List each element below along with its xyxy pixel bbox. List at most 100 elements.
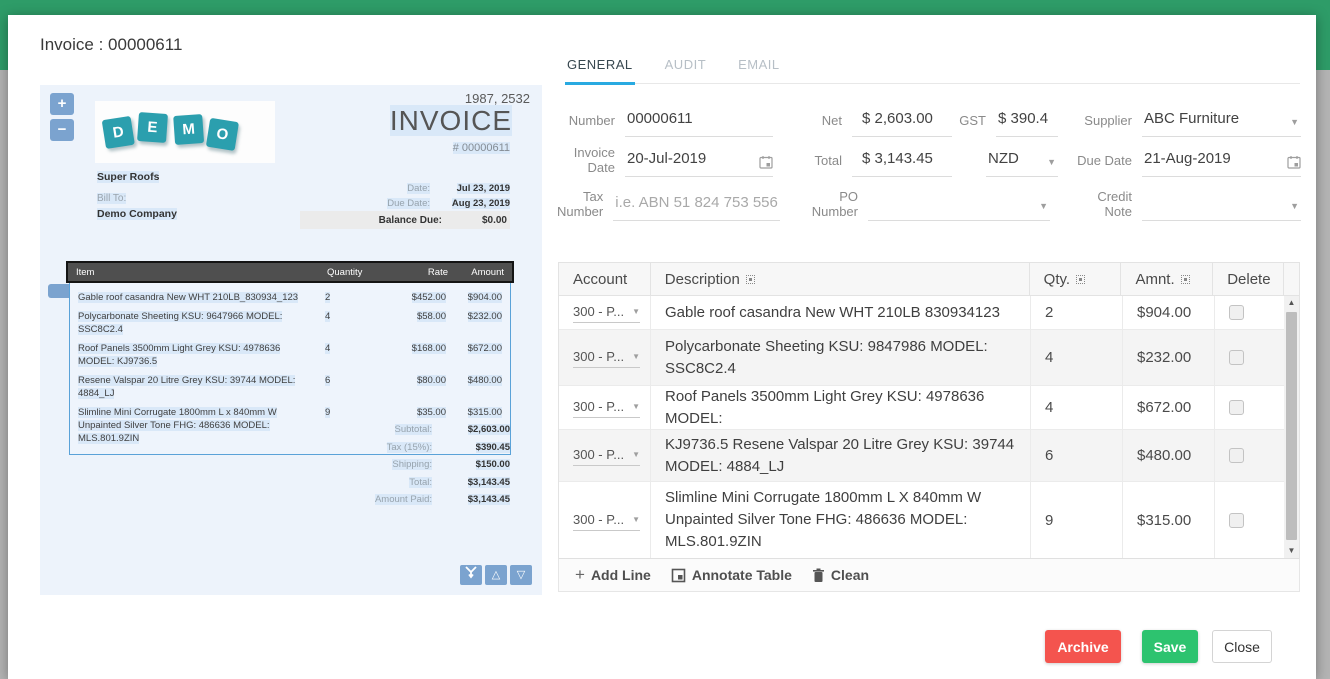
tax-number-label: Tax Number [557,189,604,219]
annotate-column-icon[interactable] [1076,274,1086,284]
description-cell[interactable]: Roof Panels 3500mm Light Grey KSU: 49786… [651,386,1031,429]
credit-note-select[interactable]: ▼ [1142,187,1301,221]
description-cell[interactable]: Slimline Mini Corrugate 1800mm L X 840mm… [651,482,1031,558]
page-title: Invoice : 00000611 [40,35,183,54]
account-select[interactable]: 300 - P... ▼ [573,397,640,418]
invoice-preview: 1987, 2532 + − D E M O INVOICE # 0000061… [40,85,542,595]
amount-cell[interactable]: $232.00 [1123,330,1215,385]
delete-checkbox[interactable] [1229,305,1244,320]
add-line-button[interactable]: + Add Line [575,565,651,584]
clean-button[interactable]: Clean [812,567,869,583]
line-item-row: 300 - P... ▼ KJ9736.5 Resene Valspar 20 L… [559,430,1299,482]
account-select[interactable]: 300 - P... ▼ [573,445,640,466]
zoom-in-button[interactable]: + [50,93,74,115]
annotate-table-icon [671,568,686,582]
account-column-header: Account [559,263,651,295]
description-cell[interactable]: Gable roof casandra New WHT 210LB 830934… [651,296,1031,329]
preview-totals: Subtotal: $2,603.00 Tax (15%): $390.45 Shi… [374,424,510,506]
account-select[interactable]: 300 - P... ▼ [573,510,640,531]
line-items-body: 300 - P... ▼ Gable roof casandra New WHT … [558,296,1300,558]
tab-general[interactable]: GENERAL [565,51,635,85]
line-items-footer: + Add Line Annotate Table Clean [558,558,1300,592]
calendar-icon[interactable] [759,155,773,169]
delete-checkbox[interactable] [1229,400,1244,415]
save-button[interactable]: Save [1142,630,1198,663]
archive-button[interactable]: Archive [1045,630,1121,663]
calendar-icon[interactable] [1287,155,1301,169]
preview-billto-label: Bill To: [97,193,127,204]
split-annotation-button[interactable] [460,565,482,585]
scroll-down-icon[interactable]: ▼ [1287,546,1296,555]
scrollbar-thumb[interactable] [1286,312,1297,540]
annotate-column-icon[interactable] [1180,274,1190,284]
preview-due-date-label: Due Date: [387,198,430,209]
line-item-row: 300 - P... ▼ Polycarbonate Sheeting KSU: … [559,330,1299,386]
po-number-select[interactable]: ▼ [868,187,1050,221]
total-label: Total [814,152,842,168]
annotate-table-button[interactable]: Annotate Table [671,567,792,583]
gst-label: GST [959,112,986,128]
description-cell[interactable]: KJ9736.5 Resene Valspar 20 Litre Grey KS… [651,430,1031,481]
table-scrollbar[interactable]: ▲ ▼ [1284,296,1299,558]
net-input[interactable]: $ 2,603.00 [852,103,952,137]
table-selection-handle[interactable] [48,284,74,298]
due-date-input[interactable]: 21-Aug-2019 [1142,143,1301,177]
chevron-down-icon: ▼ [1290,117,1299,127]
cursor-coordinates: 1987, 2532 [464,91,530,106]
logo-letter: D [101,115,135,150]
qty-cell[interactable]: 9 [1031,482,1123,558]
po-number-label: PO Number [811,189,858,219]
preview-table-row: Gable roof casandra New WHT 210LB_830934… [78,292,502,303]
amount-cell[interactable]: $315.00 [1123,482,1215,558]
amount-cell[interactable]: $480.00 [1123,430,1215,481]
tax-number-input[interactable]: i.e. ABN 51 824 753 556 [613,187,780,221]
next-region-button[interactable]: ▽ [510,565,532,585]
zoom-out-button[interactable]: − [50,119,74,141]
amount-cell[interactable]: $904.00 [1123,296,1215,329]
preview-from-name: Super Roofs [97,171,160,183]
preview-items-table: Item Quantity Rate Amount Gable roof cas… [66,261,514,455]
total-input[interactable]: $ 3,143.45 [852,143,952,177]
tab-email[interactable]: EMAIL [738,57,780,72]
line-items-table: Account Description Qty. Amnt. Delete 30… [558,262,1300,592]
preview-due-date-value: Aug 23, 2019 [451,198,510,209]
preview-invoice-number: # 00000611 [452,142,510,154]
invoice-modal: Invoice : 00000611 1987, 2532 + − D E M … [8,15,1316,679]
preview-balance-due: Balance Due: $0.00 [300,211,510,229]
amount-cell[interactable]: $672.00 [1123,386,1215,429]
delete-checkbox[interactable] [1229,512,1244,528]
annotate-column-icon[interactable] [745,274,755,284]
close-button[interactable]: Close [1212,630,1272,663]
invoice-date-input[interactable]: 20-Jul-2019 [625,143,773,177]
fork-icon [465,566,477,579]
delete-checkbox[interactable] [1229,448,1244,463]
number-input[interactable]: 00000611 [625,103,773,137]
delete-checkbox[interactable] [1229,350,1244,365]
account-select[interactable]: 300 - P... ▼ [573,302,640,323]
delete-column-header: Delete [1213,263,1285,295]
chevron-down-icon: ▼ [1290,201,1299,211]
preview-date-value: Jul 23, 2019 [456,183,510,194]
previous-region-button[interactable]: △ [485,565,507,585]
gst-input[interactable]: $ 390.4 [996,103,1058,137]
qty-cell[interactable]: 2 [1031,296,1123,329]
tab-bar: GENERAL AUDIT EMAIL [565,51,1300,85]
qty-cell[interactable]: 4 [1031,330,1123,385]
preview-table-row: Roof Panels 3500mm Light Grey KSU: 49786… [78,343,502,367]
number-label: Number [568,112,615,128]
line-items-header: Account Description Qty. Amnt. Delete [558,262,1300,296]
line-item-row: 300 - P... ▼ Roof Panels 3500mm Light Gre… [559,386,1299,430]
scroll-up-icon[interactable]: ▲ [1287,298,1296,307]
currency-select[interactable]: NZD ▼ [986,143,1058,177]
preview-table-row: Slimline Mini Corrugate 1800mm L x 840mm… [78,407,502,444]
account-select[interactable]: 300 - P... ▼ [573,347,640,368]
qty-cell[interactable]: 4 [1031,386,1123,429]
tab-audit[interactable]: AUDIT [664,57,707,72]
plus-icon: + [575,565,585,584]
chevron-down-icon: ▼ [1039,201,1048,211]
preview-billto-name: Demo Company [97,208,177,220]
supplier-select[interactable]: ABC Furniture ▼ [1142,103,1301,137]
description-cell[interactable]: Polycarbonate Sheeting KSU: 9847986 MODE… [651,330,1031,385]
due-date-label: Due Date [1077,152,1132,168]
qty-cell[interactable]: 6 [1031,430,1123,481]
